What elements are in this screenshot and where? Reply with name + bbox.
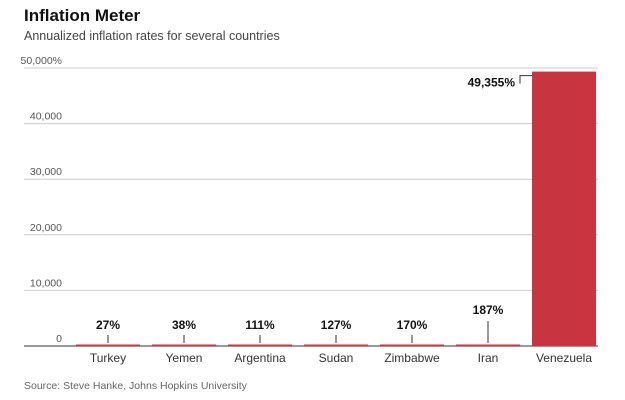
bar	[304, 344, 368, 346]
x-tick-label: Yemen	[166, 351, 203, 365]
x-tick-label: Zimbabwe	[384, 351, 440, 365]
bar	[456, 344, 520, 346]
chart-title: Inflation Meter	[24, 6, 141, 25]
y-tick-label: 20,000	[30, 222, 62, 234]
y-tick-label: 0	[56, 333, 62, 345]
data-label: 187%	[473, 303, 504, 317]
chart-subtitle: Annualized inflation rates for several c…	[24, 29, 280, 43]
y-tick-label: 40,000	[30, 111, 62, 123]
data-label: 49,355%	[468, 76, 516, 90]
bar	[152, 344, 216, 346]
bar	[532, 71, 596, 347]
data-label: 111%	[245, 318, 275, 332]
x-tick-label: Turkey	[90, 351, 126, 365]
chart-source: Source: Steve Hanke, Johns Hopkins Unive…	[24, 380, 247, 392]
data-label: 38%	[172, 318, 196, 332]
x-tick-label: Argentina	[234, 351, 286, 365]
data-label: 27%	[96, 318, 120, 332]
x-tick-label: Sudan	[319, 351, 354, 365]
x-tick-label: Iran	[478, 351, 499, 365]
y-tick-label: 10,000	[30, 277, 62, 289]
y-tick-label: 30,000	[30, 166, 62, 178]
y-tick-label: 50,000%	[21, 55, 62, 67]
data-label: 170%	[397, 318, 428, 332]
bar	[380, 344, 444, 346]
bar	[76, 344, 140, 346]
leader-line	[519, 75, 532, 84]
bar	[228, 344, 292, 346]
x-tick-label: Venezuela	[536, 351, 592, 365]
data-label: 127%	[321, 318, 352, 332]
